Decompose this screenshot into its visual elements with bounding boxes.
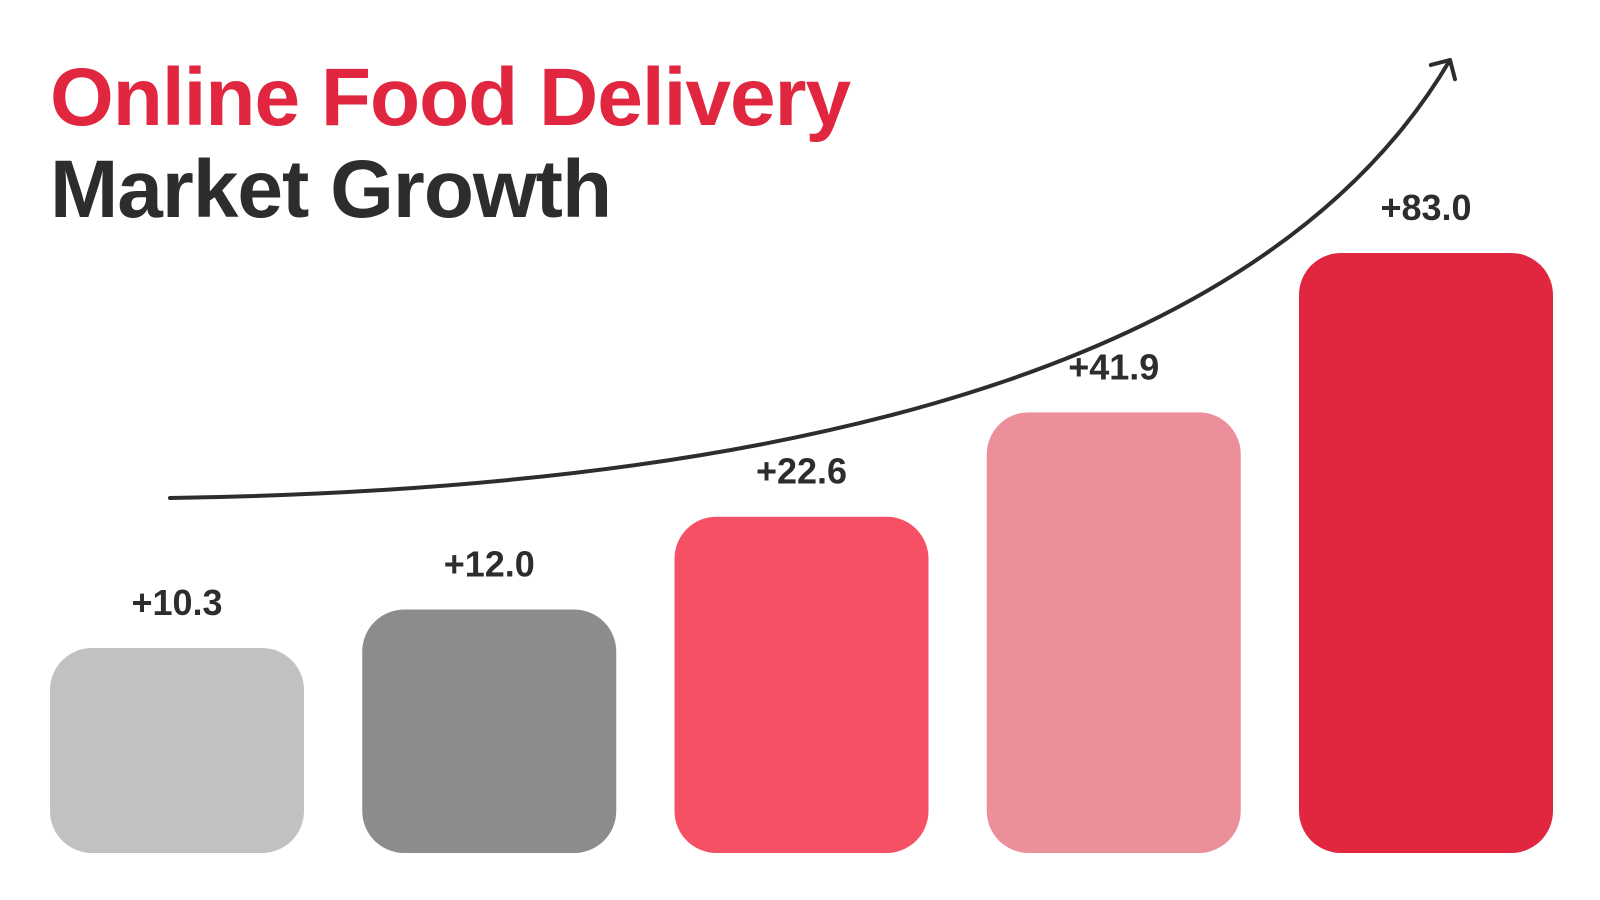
bar-1 [50,648,304,853]
bar-2 [362,609,617,853]
title-line-1: Online Food Delivery [50,52,851,143]
bar-3-value-label: +22.6 [756,451,847,492]
chart-title: Online Food Delivery Market Growth [50,52,851,236]
bars-group [50,253,1553,853]
data-labels-group: +10.3+12.0+22.6+41.9+83.0 [131,187,1471,623]
bar-5 [1299,253,1553,853]
bar-3 [674,516,929,853]
bar-1-value-label: +10.3 [131,582,222,623]
bar-5-value-label: +83.0 [1380,187,1471,228]
trend-arrow [168,57,1457,500]
title-line-2: Market Growth [50,144,612,235]
bar-4 [986,412,1241,853]
bar-2-value-label: +12.0 [444,544,535,585]
